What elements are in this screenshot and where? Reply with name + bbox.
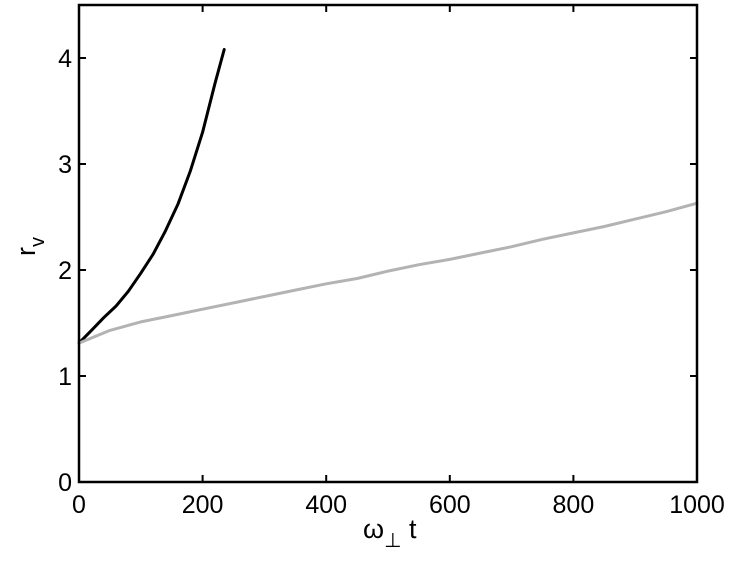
series-layer xyxy=(77,48,699,345)
x-tick-label: 0 xyxy=(72,491,86,519)
y-axis-label-sub: v xyxy=(27,237,49,247)
y-tick-label: 0 xyxy=(58,469,72,497)
series-line-2 xyxy=(77,201,699,345)
x-tick-label: 1000 xyxy=(669,491,725,519)
y-axis-label: rv xyxy=(11,237,49,256)
x-tick-label: 800 xyxy=(553,491,595,519)
x-tick-label: 600 xyxy=(429,491,471,519)
y-axis-label-main: r xyxy=(11,247,41,256)
x-tick-label: 400 xyxy=(305,491,347,519)
y-tick-label: 2 xyxy=(58,257,72,285)
x-axis-label-suffix: t xyxy=(402,514,418,544)
y-tick-label: 3 xyxy=(58,151,72,179)
x-tick-label: 200 xyxy=(182,491,224,519)
ticks-layer: 0 200 400 600 800 1000 0 1 2 3 4 xyxy=(58,5,725,519)
series-line-1 xyxy=(77,48,226,345)
x-axis-label-sub: ⊥ xyxy=(384,530,401,552)
x-axis-label: ω⊥ t xyxy=(363,514,417,552)
x-axis-label-main: ω xyxy=(363,514,384,544)
plot-frame xyxy=(77,3,699,484)
y-tick-label: 1 xyxy=(58,363,72,391)
y-tick-label: 4 xyxy=(58,45,72,73)
